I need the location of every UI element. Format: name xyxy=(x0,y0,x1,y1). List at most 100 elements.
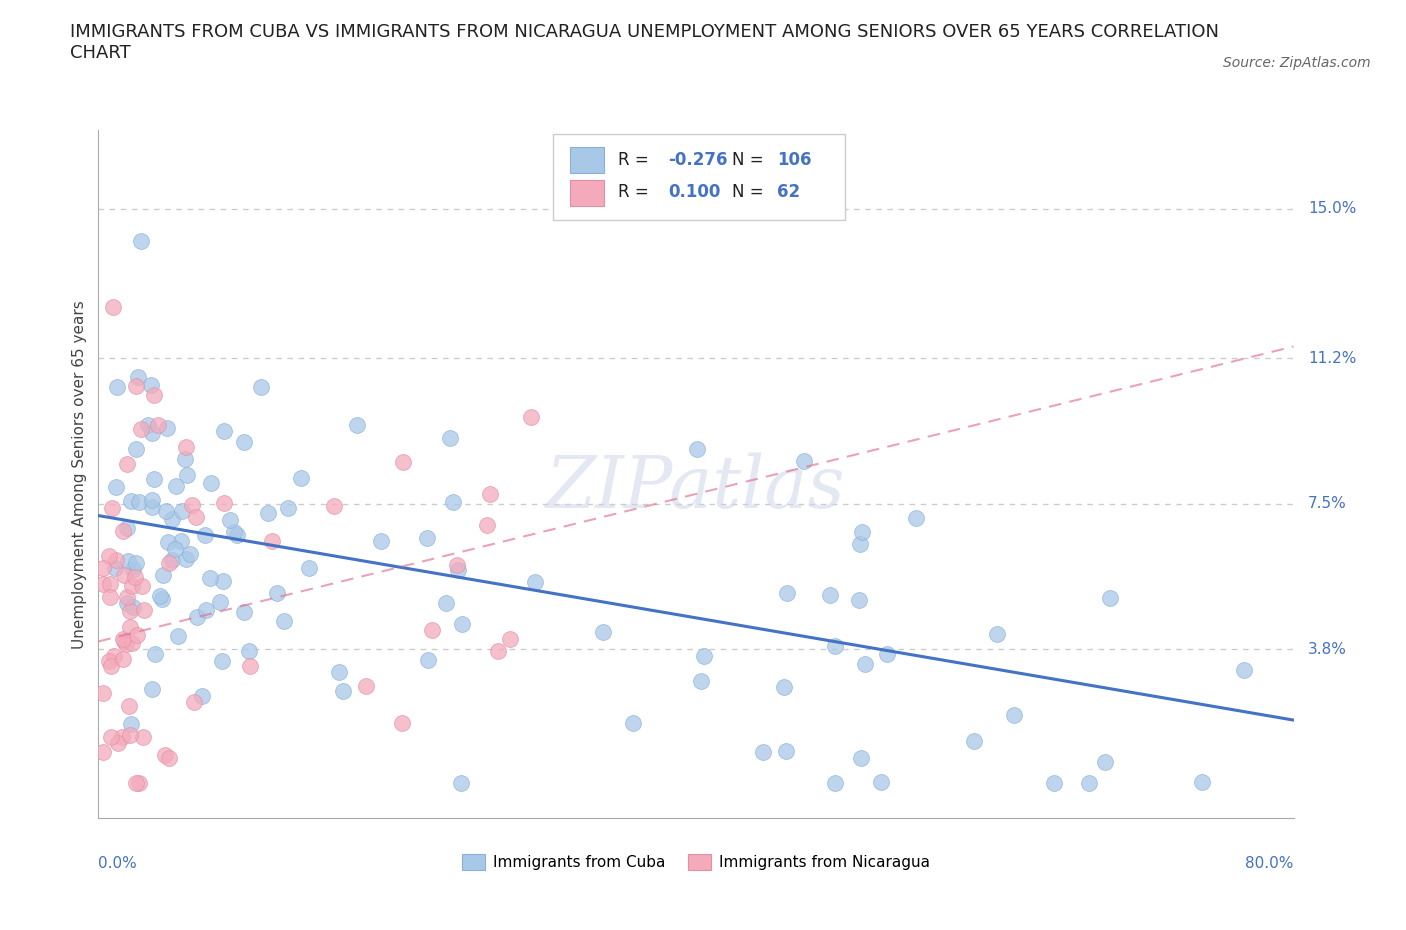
Point xyxy=(592,625,614,640)
Point xyxy=(112,568,135,583)
Text: 11.2%: 11.2% xyxy=(1308,351,1357,365)
Point xyxy=(105,379,128,394)
Point xyxy=(112,632,135,647)
Point xyxy=(162,552,184,567)
Point xyxy=(111,524,134,538)
Point xyxy=(179,546,201,561)
Point xyxy=(298,560,321,575)
Point xyxy=(211,573,233,588)
Point xyxy=(143,647,166,662)
Point xyxy=(128,495,150,510)
Point xyxy=(139,378,162,392)
Text: -0.276: -0.276 xyxy=(668,151,728,168)
Point xyxy=(125,776,148,790)
Point xyxy=(851,751,873,765)
Point xyxy=(160,512,183,526)
Point xyxy=(233,435,256,450)
Point xyxy=(157,751,180,765)
Point xyxy=(118,604,141,618)
Point xyxy=(153,748,176,763)
Y-axis label: Unemployment Among Seniors over 65 years: Unemployment Among Seniors over 65 years xyxy=(72,300,87,649)
Point xyxy=(332,684,354,698)
Point xyxy=(120,494,142,509)
Point xyxy=(124,570,146,585)
Point xyxy=(183,694,205,709)
Point xyxy=(180,498,202,512)
Point xyxy=(499,631,522,646)
Point xyxy=(91,745,114,760)
Point xyxy=(150,591,173,606)
Point xyxy=(853,657,876,671)
Point xyxy=(136,418,159,432)
Point xyxy=(260,533,283,548)
Point xyxy=(98,654,121,669)
Point xyxy=(174,551,197,566)
Point xyxy=(142,387,165,402)
Point xyxy=(163,541,186,556)
Point xyxy=(851,525,873,539)
Point xyxy=(111,729,134,744)
Point xyxy=(176,467,198,482)
Point xyxy=(170,533,193,548)
Point xyxy=(685,442,707,457)
Point xyxy=(112,633,135,648)
Point xyxy=(157,555,180,570)
Point xyxy=(212,423,235,438)
Point xyxy=(208,594,231,609)
Text: 0.0%: 0.0% xyxy=(98,857,138,871)
Point xyxy=(266,586,288,601)
Point xyxy=(904,511,927,525)
Point xyxy=(148,418,170,432)
Point xyxy=(290,471,312,485)
Point xyxy=(129,422,152,437)
Point xyxy=(773,680,796,695)
Point xyxy=(1077,776,1099,790)
Point xyxy=(224,525,246,539)
Point xyxy=(416,530,439,545)
Point xyxy=(439,431,461,445)
Point xyxy=(122,600,145,615)
Point xyxy=(963,734,986,749)
Point xyxy=(173,451,195,466)
Text: Source: ZipAtlas.com: Source: ZipAtlas.com xyxy=(1223,56,1371,70)
Text: IMMIGRANTS FROM CUBA VS IMMIGRANTS FROM NICARAGUA UNEMPLOYMENT AMONG SENIORS OVE: IMMIGRANTS FROM CUBA VS IMMIGRANTS FROM … xyxy=(70,23,1219,62)
Point xyxy=(870,775,893,790)
Point xyxy=(120,716,142,731)
Point xyxy=(104,561,127,576)
Point xyxy=(125,442,148,457)
Point xyxy=(156,421,179,436)
Point xyxy=(115,595,138,610)
Point xyxy=(693,649,716,664)
Point xyxy=(118,727,141,742)
Point xyxy=(100,658,122,673)
Bar xyxy=(571,179,605,206)
Point xyxy=(165,479,187,494)
Point xyxy=(98,549,121,564)
Text: N =: N = xyxy=(733,183,763,201)
Point xyxy=(155,504,177,519)
Point xyxy=(824,638,846,653)
Point xyxy=(105,552,128,567)
Point xyxy=(141,682,163,697)
Point xyxy=(225,527,247,542)
Text: 0.100: 0.100 xyxy=(668,183,721,201)
Point xyxy=(131,234,153,249)
Point xyxy=(239,658,262,673)
Point xyxy=(1099,591,1122,605)
Text: 7.5%: 7.5% xyxy=(1308,497,1347,512)
Point xyxy=(986,627,1008,642)
Point xyxy=(775,743,797,758)
Point xyxy=(1094,754,1116,769)
Point xyxy=(91,577,114,591)
Point xyxy=(690,674,713,689)
Point xyxy=(141,426,163,441)
Text: 62: 62 xyxy=(778,183,800,201)
Point xyxy=(115,636,138,651)
Point xyxy=(200,571,222,586)
Point xyxy=(195,603,218,618)
Point xyxy=(876,646,898,661)
Point xyxy=(191,688,214,703)
Point xyxy=(370,533,392,548)
Point xyxy=(848,592,870,607)
Point xyxy=(98,590,121,604)
